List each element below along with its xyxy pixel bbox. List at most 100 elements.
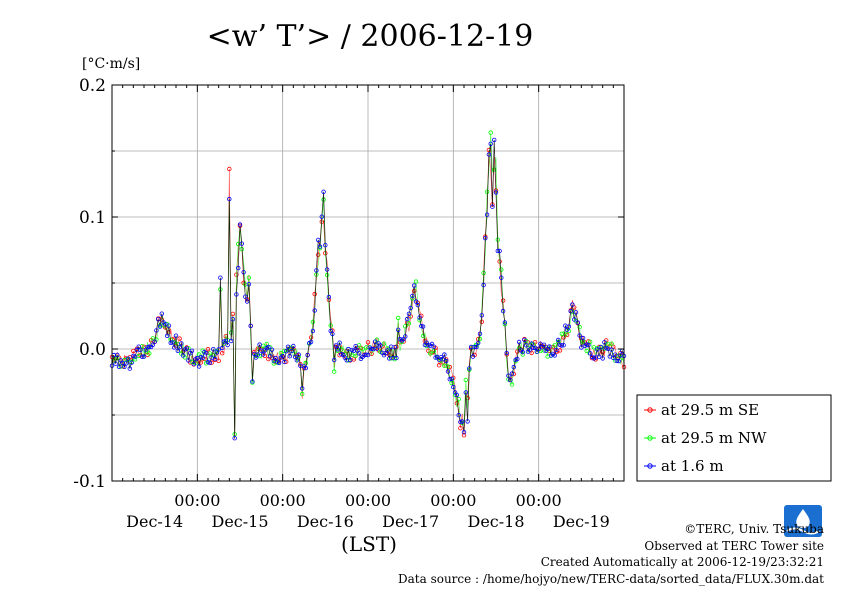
series-point: [200, 355, 205, 360]
series-point: [269, 347, 275, 352]
series-point: [237, 222, 243, 227]
series-point: [150, 342, 156, 347]
series-point: [612, 352, 618, 357]
series-point: [616, 358, 621, 364]
series-point: [479, 313, 484, 318]
series-point: [337, 340, 342, 345]
series-point: [287, 354, 292, 359]
x-tick-label: 00:00: [174, 491, 220, 510]
series-point: [365, 352, 371, 358]
series-point: [319, 214, 324, 219]
series-point: [492, 167, 497, 172]
series-point: [463, 390, 468, 395]
x-tick-label: 00:00: [430, 491, 476, 510]
legend-label: at 29.5 m SE: [661, 401, 759, 419]
series-point: [524, 343, 529, 348]
series-point: [364, 352, 369, 357]
series-point: [566, 324, 572, 329]
series-point: [579, 345, 584, 350]
series-point: [431, 348, 436, 354]
series-point: [561, 343, 566, 348]
series-point: [458, 419, 463, 425]
series-point: [394, 355, 399, 361]
terc-logo-wave: [786, 527, 820, 535]
x-day-label: Dec-17: [382, 512, 439, 531]
series-point: [431, 344, 436, 349]
series-point: [458, 426, 463, 431]
series-point: [348, 357, 353, 363]
series-point: [476, 340, 481, 346]
series-point: [219, 345, 225, 351]
series-point: [447, 377, 452, 382]
series-point: [241, 270, 246, 275]
series-point: [456, 413, 461, 418]
series-point: [335, 347, 340, 352]
series-point: [408, 305, 413, 311]
credits: ©TERC, Univ. Tsukuba Observed at TERC To…: [398, 521, 824, 587]
series-point: [504, 350, 509, 356]
series-point: [243, 294, 248, 299]
series-point: [461, 430, 467, 435]
series-point: [276, 360, 282, 366]
series-point: [332, 357, 337, 363]
series-point: [273, 355, 278, 361]
series-point: [227, 166, 232, 172]
series-point: [575, 320, 580, 325]
series-point: [122, 364, 127, 369]
series-point: [180, 353, 186, 358]
x-axis-label: (LST): [341, 532, 397, 556]
series-point: [125, 356, 131, 361]
series-point: [280, 353, 285, 359]
series-point: [227, 196, 232, 202]
series-point: [392, 345, 397, 350]
series-point: [360, 346, 365, 352]
series-point: [499, 267, 504, 272]
series-point: [588, 339, 593, 344]
series-point: [492, 137, 497, 143]
series-point: [410, 293, 415, 299]
series-point: [451, 384, 456, 390]
series-point: [413, 279, 419, 284]
series-point: [428, 351, 433, 356]
series-point: [246, 282, 252, 287]
series-point: [284, 349, 289, 354]
series-point: [136, 344, 141, 349]
series-point: [600, 349, 605, 355]
series-point: [403, 324, 408, 329]
series-point: [365, 340, 371, 345]
series-point: [113, 361, 118, 366]
series-point: [467, 366, 472, 371]
series-point: [116, 364, 122, 369]
series-point: [189, 348, 195, 353]
series-point: [481, 270, 486, 276]
series-point: [303, 365, 308, 371]
series-point: [396, 315, 401, 321]
legend-box: [636, 394, 832, 482]
series-point: [559, 343, 564, 348]
series-point: [609, 341, 614, 346]
series-point: [305, 353, 310, 358]
series-point: [413, 299, 419, 304]
series-point: [147, 351, 152, 356]
series-point: [266, 344, 271, 350]
series-point: [211, 347, 216, 352]
series-point: [440, 357, 445, 362]
series-point: [500, 308, 506, 314]
series-point: [442, 352, 447, 357]
legend-label: at 29.5 m NW: [661, 429, 767, 447]
series-point: [310, 319, 316, 325]
series-point: [155, 317, 161, 322]
series-point: [139, 354, 145, 359]
series-point: [552, 353, 557, 358]
series-point: [495, 248, 500, 254]
series-point: [541, 342, 547, 347]
series-point: [234, 292, 239, 297]
series-point: [324, 267, 330, 272]
series-point: [520, 349, 525, 355]
series-point: [454, 392, 460, 398]
series-point: [385, 348, 390, 353]
series-point: [456, 397, 461, 402]
series-point: [595, 347, 600, 352]
x-day-label: Dec-19: [553, 512, 610, 531]
